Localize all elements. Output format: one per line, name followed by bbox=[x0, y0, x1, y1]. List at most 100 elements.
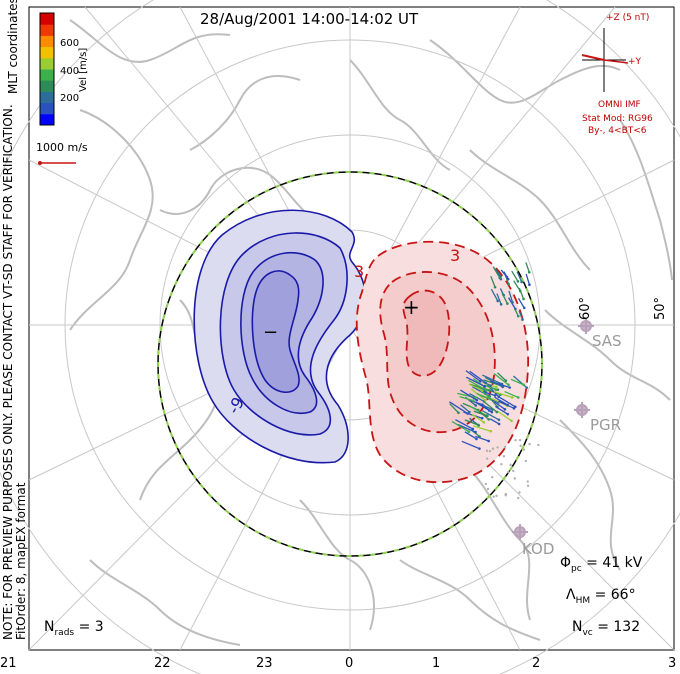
velocity-vector-origin bbox=[522, 297, 525, 301]
latitude-label-50: 50° bbox=[653, 296, 668, 320]
velocity-vector bbox=[518, 310, 524, 320]
velocity-vector bbox=[504, 390, 519, 399]
contour-label-pos1: 3 bbox=[354, 262, 365, 281]
velocity-vector bbox=[464, 431, 477, 440]
velocity-vector-origin bbox=[521, 318, 524, 321]
scale-vector-origin bbox=[38, 161, 42, 165]
stat-nvc: Nvc = 132 bbox=[572, 619, 640, 638]
velocity-vector bbox=[465, 370, 481, 382]
colorbar-label: Vel [m/s] bbox=[78, 47, 89, 92]
velocity-vector-origin bbox=[493, 394, 497, 397]
colorbar-segment bbox=[40, 24, 54, 36]
lambda-symbol: Λ bbox=[566, 587, 576, 603]
velocity-dot bbox=[528, 442, 531, 446]
velocity-vector bbox=[455, 419, 474, 430]
velocity-vector-origin bbox=[483, 385, 486, 388]
velocity-dot bbox=[518, 438, 522, 442]
velocity-vector-origin bbox=[512, 407, 516, 410]
velocity-vector-origin bbox=[489, 397, 492, 401]
stat-phi-pc: Φpc = 41 kV bbox=[560, 555, 642, 574]
velocity-vector bbox=[473, 410, 488, 417]
velocity-vector bbox=[468, 383, 483, 392]
velocity-vector-origin bbox=[494, 388, 498, 392]
colorbar-segment bbox=[40, 91, 54, 104]
velocity-vector-origin bbox=[506, 302, 509, 305]
velocity-dot bbox=[492, 495, 495, 498]
velocity-vector bbox=[513, 280, 521, 292]
velocity-vector-origin bbox=[516, 280, 520, 283]
negative-cell bbox=[193, 209, 367, 464]
velocity-vector-origin bbox=[518, 289, 522, 293]
velocity-vector-origin bbox=[471, 427, 475, 431]
velocity-dot bbox=[491, 447, 495, 450]
velocity-vector bbox=[500, 269, 508, 278]
coordinates-label: MLT coordinates bbox=[6, 0, 20, 94]
colorbar-segment bbox=[40, 57, 54, 70]
colorbar-segment bbox=[40, 113, 54, 126]
velocity-vector-origin bbox=[475, 437, 478, 441]
mlt-label-3: 3 bbox=[668, 656, 677, 671]
velocity-vector bbox=[449, 403, 459, 414]
nvc-subscript: vc bbox=[582, 627, 593, 638]
nvc-value: = 132 bbox=[597, 619, 641, 635]
nrads-subscript: rads bbox=[54, 627, 75, 638]
velocity-vector bbox=[490, 380, 510, 389]
velocity-vector-origin bbox=[482, 421, 486, 424]
positive-contour-inner bbox=[402, 289, 451, 377]
colorbar-segment bbox=[40, 35, 54, 48]
velocity-vector-origin bbox=[468, 410, 471, 414]
negative-contour-inner bbox=[251, 270, 300, 393]
velocity-vector-origin bbox=[497, 418, 501, 422]
velocity-vector bbox=[471, 413, 485, 423]
velocity-dot bbox=[507, 470, 510, 474]
mlt-label-0: 0 bbox=[345, 656, 354, 671]
velocity-vector-origin bbox=[497, 422, 501, 426]
velocity-vector-origin bbox=[511, 301, 514, 304]
velocity-dot bbox=[495, 494, 498, 498]
velocity-vector bbox=[473, 425, 491, 432]
velocity-vector-origin bbox=[480, 389, 484, 392]
velocity-vector bbox=[517, 297, 525, 309]
velocity-dot bbox=[512, 469, 515, 473]
velocity-dot bbox=[504, 494, 507, 497]
velocity-vector bbox=[469, 370, 487, 384]
velocity-vector bbox=[494, 396, 508, 406]
velocity-vector-origin bbox=[489, 429, 493, 433]
imf-y-label: +Y bbox=[628, 57, 642, 67]
velocity-vector-origin bbox=[525, 386, 529, 389]
velocity-vector-origin bbox=[516, 314, 520, 318]
velocity-vector-origin bbox=[508, 386, 511, 389]
velocity-dot bbox=[514, 439, 517, 442]
station-sas-label: SAS bbox=[592, 332, 622, 350]
colorbar-segment bbox=[40, 80, 54, 92]
velocity-dot bbox=[485, 449, 489, 452]
velocity-vector bbox=[492, 266, 501, 279]
phi-value: = 41 kV bbox=[586, 555, 643, 571]
preview-note: NOTE: FOR PREVIEW PURPOSES ONLY. PLEASE … bbox=[1, 104, 15, 640]
velocity-vector-origin bbox=[516, 396, 520, 399]
velocity-vector-origin bbox=[489, 384, 492, 388]
velocity-vector bbox=[525, 262, 530, 273]
contour-label-pos2: 3 bbox=[450, 246, 461, 265]
colorbar-tick-400: 400 bbox=[60, 66, 80, 77]
velocity-vector-origin bbox=[528, 283, 531, 287]
velocity-vector-origin bbox=[522, 383, 525, 387]
stat-lambda-hm: ΛHM = 66° bbox=[566, 587, 636, 606]
plot-title: 28/Aug/2001 14:00-14:02 UT bbox=[200, 10, 419, 28]
velocity-vector bbox=[482, 380, 491, 387]
velocity-vector bbox=[493, 401, 506, 410]
scale-vector-label: 1000 m/s bbox=[36, 141, 88, 154]
velocity-vector bbox=[497, 372, 507, 382]
velocity-vector bbox=[476, 392, 491, 400]
velocity-vector-origin bbox=[493, 285, 497, 289]
phi-symbol: Φ bbox=[560, 555, 572, 571]
station-markers bbox=[512, 318, 594, 540]
velocity-vector bbox=[475, 435, 489, 442]
velocity-dot bbox=[537, 443, 540, 447]
nrads-symbol: N bbox=[44, 619, 55, 635]
velocity-vector bbox=[493, 373, 509, 386]
velocity-vector bbox=[485, 385, 496, 391]
velocity-vector-origin bbox=[480, 416, 484, 420]
fit-order-text: FitOrder: 8, mapEX format bbox=[14, 482, 28, 640]
velocity-vector bbox=[459, 396, 474, 402]
